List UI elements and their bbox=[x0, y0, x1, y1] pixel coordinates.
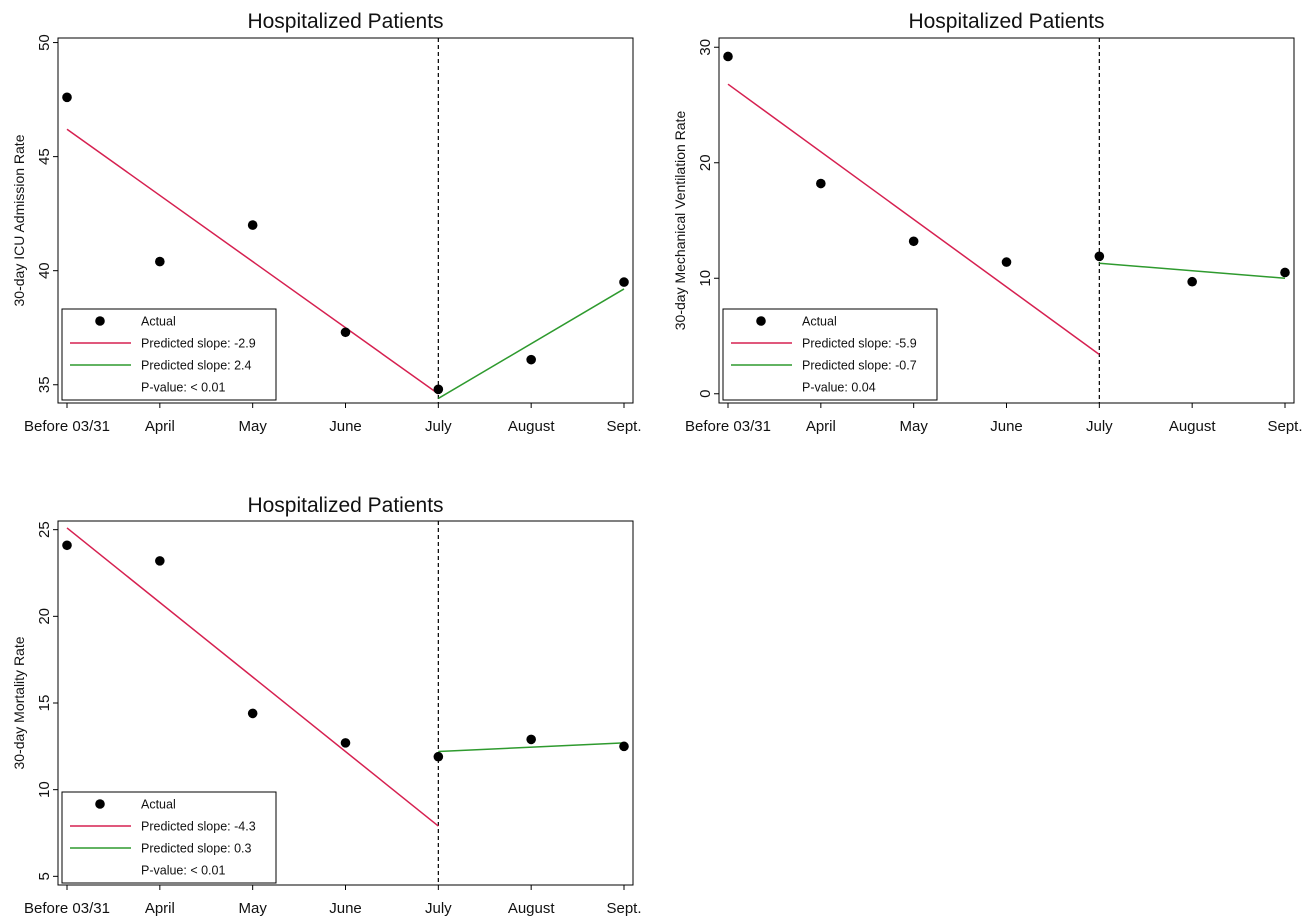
legend-entry-label: Actual bbox=[802, 315, 837, 329]
y-tick-label: 30 bbox=[697, 39, 714, 56]
x-tick-label: July bbox=[1086, 418, 1113, 435]
x-tick-label: April bbox=[145, 418, 175, 435]
x-tick-label: June bbox=[990, 418, 1023, 435]
legend-marker-actual bbox=[95, 316, 105, 326]
x-tick-label: Sept. bbox=[1267, 418, 1302, 435]
y-tick-label: 40 bbox=[36, 262, 53, 279]
data-point bbox=[1187, 276, 1197, 287]
data-point bbox=[816, 178, 826, 189]
legend-p-value: P-value: < 0.01 bbox=[141, 381, 225, 395]
fitted-line-series-1 bbox=[66, 527, 439, 827]
y-tick-label: 20 bbox=[36, 608, 53, 625]
y-tick-label: 35 bbox=[36, 376, 53, 393]
x-tick-label: July bbox=[425, 900, 452, 917]
x-tick-label: Before 03/31 bbox=[24, 418, 110, 435]
data-point bbox=[433, 751, 444, 762]
x-tick-label: August bbox=[1169, 418, 1217, 435]
fitted-line-series-2 bbox=[438, 742, 625, 753]
data-point bbox=[619, 277, 629, 287]
chart-title: Hospitalized Patients bbox=[908, 10, 1104, 33]
fitted-line-series-2 bbox=[1099, 262, 1286, 280]
legend-entry-label: Predicted slope: 2.4 bbox=[141, 359, 252, 373]
x-tick-label: August bbox=[508, 418, 556, 435]
data-point bbox=[619, 741, 629, 752]
legend-box bbox=[61, 308, 277, 401]
data-point bbox=[1280, 267, 1290, 278]
x-tick-label: August bbox=[508, 900, 556, 917]
data-point bbox=[1001, 257, 1012, 267]
legend-entry-label: Predicted slope: -4.3 bbox=[141, 820, 256, 834]
legend-marker-actual bbox=[95, 799, 105, 809]
x-tick-label: June bbox=[329, 900, 362, 917]
y-tick-label: 50 bbox=[36, 34, 53, 51]
legend-entry-label: Actual bbox=[141, 798, 176, 812]
data-point bbox=[1094, 251, 1105, 262]
x-tick-label: May bbox=[899, 418, 928, 435]
legend-entry-label: Predicted slope: 0.3 bbox=[141, 842, 252, 856]
legend: Actual Predicted slope: -5.9 Predicted slo… bbox=[722, 308, 938, 401]
legend-entry-label: Predicted slope: -5.9 bbox=[802, 337, 917, 351]
data-point bbox=[62, 540, 72, 551]
y-axis-label: 30-day Mechanical Ventilation Rate bbox=[672, 111, 688, 331]
x-tick-label: Sept. bbox=[606, 900, 641, 917]
data-point bbox=[526, 354, 536, 365]
chart-panel-1: Hospitalized Patients 30-day ICU Admissio… bbox=[11, 10, 642, 435]
x-tick-label: Before 03/31 bbox=[24, 900, 110, 917]
data-point bbox=[340, 327, 351, 338]
legend: Actual Predicted slope: -4.3 Predicted slo… bbox=[61, 791, 277, 884]
legend: Actual Predicted slope: -2.9 Predicted slo… bbox=[61, 308, 277, 401]
y-axis-label: 30-day Mortality Rate bbox=[11, 636, 27, 769]
x-tick-label: April bbox=[806, 418, 836, 435]
legend-entry-label: Predicted slope: -2.9 bbox=[141, 337, 256, 351]
chart-panel-2: Hospitalized Patients 30-day Mechanical V… bbox=[672, 10, 1303, 435]
data-point bbox=[155, 256, 165, 267]
y-axis-label: 30-day ICU Admission Rate bbox=[11, 134, 27, 306]
legend-marker-actual bbox=[756, 316, 766, 326]
data-point bbox=[526, 734, 536, 745]
y-tick-label: 15 bbox=[36, 695, 53, 712]
x-tick-label: Sept. bbox=[606, 418, 641, 435]
y-tick-label: 10 bbox=[697, 270, 714, 287]
chart-panel-3: Hospitalized Patients 30-day Mortality Ra… bbox=[11, 494, 642, 917]
y-tick-label: 20 bbox=[697, 154, 714, 171]
x-tick-label: Before 03/31 bbox=[685, 418, 771, 435]
y-tick-label: 25 bbox=[36, 521, 53, 538]
legend-entry-label: Actual bbox=[141, 315, 176, 329]
data-point bbox=[908, 236, 919, 247]
data-point bbox=[155, 556, 165, 566]
data-point bbox=[433, 384, 444, 395]
x-tick-label: June bbox=[329, 418, 362, 435]
y-tick-label: 10 bbox=[36, 781, 53, 798]
x-tick-label: May bbox=[238, 418, 267, 435]
fitted-line-series-1 bbox=[727, 83, 1100, 356]
data-point bbox=[723, 51, 733, 62]
y-tick-label: 5 bbox=[36, 872, 53, 880]
legend-p-value: P-value: 0.04 bbox=[802, 381, 876, 395]
x-tick-label: May bbox=[238, 900, 267, 917]
legend-p-value: P-value: < 0.01 bbox=[141, 864, 225, 878]
y-tick-label: 45 bbox=[36, 148, 53, 165]
chart-title: Hospitalized Patients bbox=[247, 494, 443, 517]
data-point bbox=[340, 738, 351, 748]
y-tick-label: 0 bbox=[697, 390, 714, 398]
fitted-line-series-2 bbox=[437, 288, 625, 400]
x-tick-label: July bbox=[425, 418, 452, 435]
data-point bbox=[247, 220, 258, 230]
fitted-line-series-1 bbox=[66, 128, 439, 395]
x-tick-label: April bbox=[145, 900, 175, 917]
data-point bbox=[247, 708, 258, 719]
data-point bbox=[62, 92, 72, 103]
chart-title: Hospitalized Patients bbox=[247, 10, 443, 33]
legend-entry-label: Predicted slope: -0.7 bbox=[802, 359, 917, 373]
